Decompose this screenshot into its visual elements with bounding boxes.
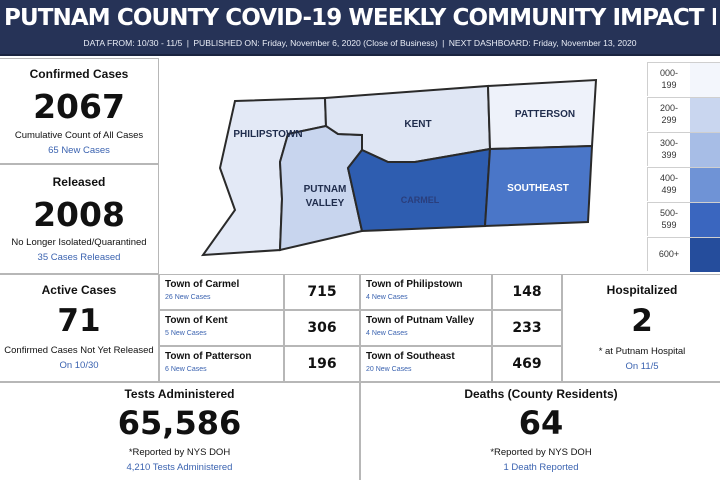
next-dashboard-text: NEXT DASHBOARD: Friday, November 13, 202… [448, 38, 637, 48]
released-panel: Released 2008 No Longer Isolated/Quarant… [0, 164, 159, 274]
confirmed-cases-subtitle: Cumulative Count of All Cases [14, 130, 144, 141]
published-date-text: PUBLISHED ON: Friday, November 6, 2020 (… [193, 38, 438, 48]
header-separator: | [186, 38, 189, 48]
deaths-value: 64 [518, 404, 564, 442]
legend-item: 600+ [647, 237, 720, 272]
county-map: PHILIPSTOWN KENT PATTERSON PUTNAM VALLEY… [160, 58, 645, 274]
map-label-patterson: PATTERSON [515, 109, 575, 120]
hospitalized-label: Hospitalized [606, 283, 678, 297]
released-label: Released [52, 175, 106, 189]
map-label-southeast: SOUTHEAST [507, 183, 569, 194]
map-label-kent: KENT [404, 119, 431, 130]
active-cases-subtitle: Confirmed Cases Not Yet Released [4, 345, 154, 356]
header-info: DATA FROM: 10/30 - 11/5 | PUBLISHED ON: … [0, 38, 720, 48]
map-region-carmel [346, 147, 492, 233]
town-name: Town of Kent [165, 315, 228, 326]
legend-swatch [690, 98, 720, 132]
map-label-putnam: PUTNAM [304, 184, 347, 195]
town-new-cases: 4 New Cases [366, 330, 408, 337]
deaths-source: *Reported by NYS DOH [490, 447, 592, 458]
town-southeast-cell: Town of Southeast 20 New Cases [360, 346, 492, 382]
legend-swatch [690, 133, 720, 167]
data-range-text: DATA FROM: 10/30 - 11/5 [83, 38, 183, 48]
town-kent-cell: Town of Kent 5 New Cases [159, 310, 284, 346]
legend-swatch [690, 238, 720, 272]
map-label-valley: VALLEY [306, 198, 345, 209]
released-value: 2008 [33, 195, 125, 234]
legend-range: 500- 599 [648, 203, 690, 237]
legend-range: 000- 199 [648, 63, 690, 97]
town-patterson-value: 196 [284, 346, 360, 382]
town-putnam-valley-cell: Town of Putnam Valley 4 New Cases [360, 310, 492, 346]
released-subtitle: No Longer Isolated/Quarantined [11, 237, 147, 248]
confirmed-cases-panel: Confirmed Cases 2067 Cumulative Count of… [0, 58, 159, 164]
tests-count: 4,210 Tests Administered [126, 462, 233, 473]
legend-item: 400- 499 [647, 167, 720, 202]
town-southeast-value: 469 [492, 346, 562, 382]
town-new-cases: 6 New Cases [165, 366, 207, 373]
legend-range: 300- 399 [648, 133, 690, 167]
tests-label: Tests Administered [124, 387, 235, 401]
released-count: 35 Cases Released [37, 252, 121, 263]
active-cases-label: Active Cases [41, 283, 117, 297]
page-title: PUTNAM COUNTY COVID-19 WEEKLY COMMUNITY … [4, 5, 716, 31]
hospitalized-date: On 11/5 [625, 361, 659, 372]
town-name: Town of Carmel [165, 279, 240, 290]
map-region-southeast [483, 144, 594, 228]
legend-range: 600+ [648, 238, 690, 272]
town-name: Town of Southeast [366, 351, 455, 362]
legend-swatch [690, 63, 720, 97]
county-map-svg: PHILIPSTOWN KENT PATTERSON PUTNAM VALLEY… [200, 78, 598, 257]
map-label-carmel: CARMEL [401, 195, 440, 205]
header-separator: | [442, 38, 445, 48]
tests-value: 65,586 [117, 404, 242, 442]
town-new-cases: 5 New Cases [165, 330, 207, 337]
town-name: Town of Philipstown [366, 279, 463, 290]
town-carmel-value: 715 [284, 274, 360, 310]
legend-range: 200- 299 [648, 98, 690, 132]
confirmed-cases-label: Confirmed Cases [29, 67, 129, 81]
header-bar: PUTNAM COUNTY COVID-19 WEEKLY COMMUNITY … [0, 0, 720, 56]
town-philipstown-cell: Town of Philipstown 4 New Cases [360, 274, 492, 310]
active-cases-date: On 10/30 [59, 360, 99, 371]
active-cases-value: 71 [57, 303, 101, 339]
legend-swatch [690, 168, 720, 202]
hospitalized-subtitle: * at Putnam Hospital [598, 346, 686, 357]
town-new-cases: 20 New Cases [366, 366, 412, 373]
town-putnam-valley-value: 233 [492, 310, 562, 346]
confirmed-cases-value: 2067 [33, 87, 125, 126]
legend-range: 400- 499 [648, 168, 690, 202]
town-carmel-cell: Town of Carmel 26 New Cases [159, 274, 284, 310]
tests-source: *Reported by NYS DOH [128, 447, 231, 458]
map-label-philipstown: PHILIPSTOWN [233, 129, 302, 140]
deaths-panel: Deaths (County Residents) 64 *Reported b… [360, 382, 720, 480]
town-kent-value: 306 [284, 310, 360, 346]
town-new-cases: 4 New Cases [366, 294, 408, 301]
legend-item: 300- 399 [647, 132, 720, 167]
tests-panel: Tests Administered 65,586 *Reported by N… [0, 382, 360, 480]
legend-item: 500- 599 [647, 202, 720, 237]
color-legend: 000- 199 200- 299 300- 399 400- 499 500- 599 … [647, 62, 720, 272]
legend-item: 200- 299 [647, 97, 720, 132]
town-patterson-cell: Town of Patterson 6 New Cases [159, 346, 284, 382]
town-name: Town of Patterson [165, 351, 252, 362]
legend-swatch [690, 203, 720, 237]
hospitalized-value: 2 [631, 303, 653, 339]
deaths-count: 1 Death Reported [503, 462, 579, 473]
town-philipstown-value: 148 [492, 274, 562, 310]
legend-item: 000- 199 [647, 62, 720, 97]
town-new-cases: 26 New Cases [165, 294, 211, 301]
town-name: Town of Putnam Valley [366, 315, 475, 326]
confirmed-new-cases: 65 New Cases [48, 145, 110, 156]
deaths-label: Deaths (County Residents) [464, 387, 618, 401]
hospitalized-panel: Hospitalized 2 * at Putnam Hospital On 1… [562, 274, 720, 382]
active-cases-panel: Active Cases 71 Confirmed Cases Not Yet … [0, 274, 159, 382]
